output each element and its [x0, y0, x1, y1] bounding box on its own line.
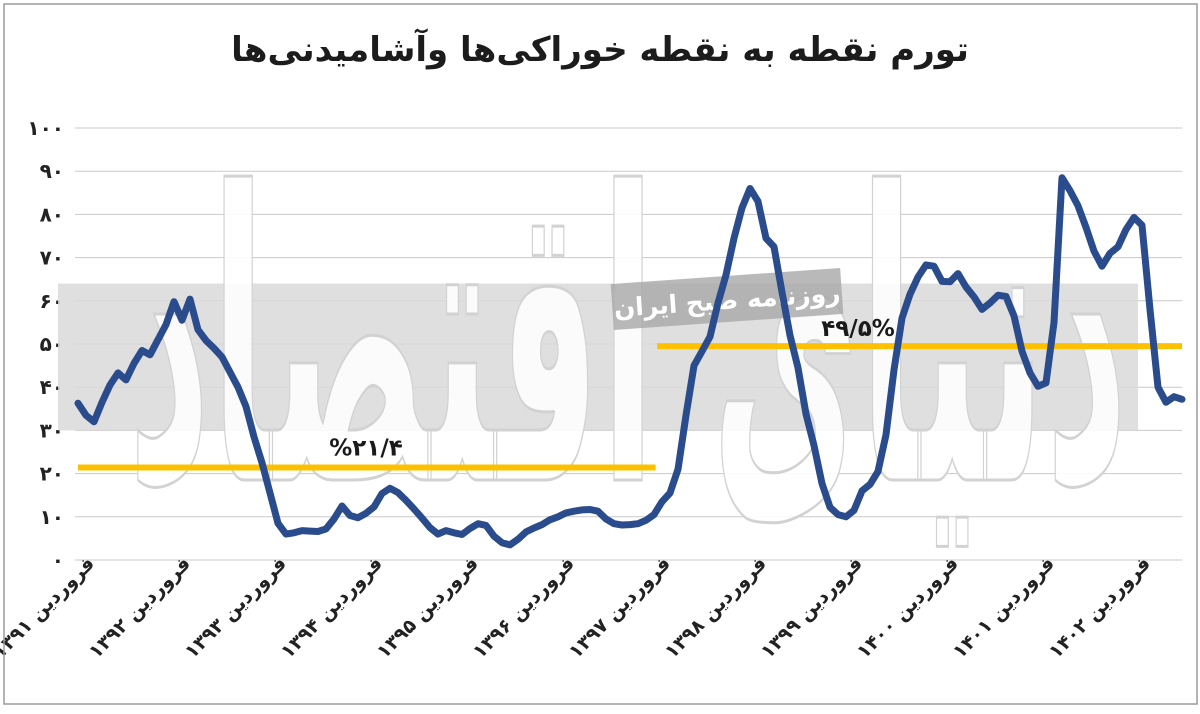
y-tick-label: ۸۰ [40, 202, 64, 226]
gridlines [75, 127, 1182, 561]
x-tick-label: فروردین ۱۳۹۱ [0, 553, 99, 663]
y-tick-label: ۹۰ [40, 159, 64, 183]
annotation-label-1: %۲۱/۴ [329, 436, 403, 462]
y-tick-label: ۱۰ [40, 505, 64, 529]
inflation-series-line [74, 174, 1186, 549]
y-tick-label: ۲۰ [40, 462, 64, 486]
watermark-band [58, 283, 1138, 431]
annotation-label-2: ۴۹/۵% [821, 316, 895, 342]
newspaper-watermark-text: دنیای اقتصاد [128, 110, 1128, 575]
figure-border [3, 3, 1198, 705]
y-tick-label: ۷۰ [40, 246, 64, 270]
y-tick-label: ۰ [52, 548, 64, 572]
y-tick-label: ۱۰۰ [27, 116, 64, 140]
chart-title: تورم نقطه به نقطه خوراکی‌ها وآشامیدنی‌ها [231, 30, 969, 70]
watermark-box: روزنامه صبح ایران [610, 268, 844, 330]
